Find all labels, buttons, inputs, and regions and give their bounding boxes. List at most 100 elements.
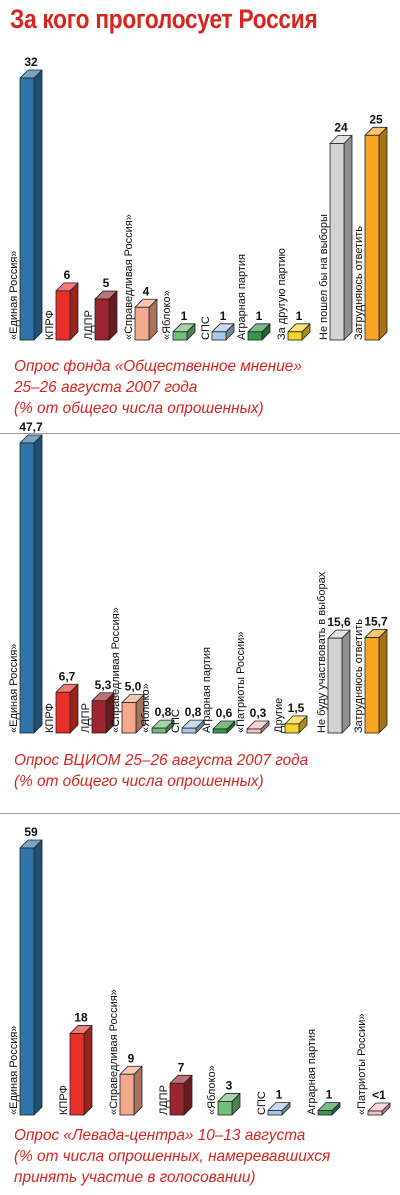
bar-category-label: СПС — [170, 709, 182, 733]
bar-value-label: 4 — [143, 284, 150, 298]
bar-front — [327, 637, 343, 734]
bar-category-label: ЛДПР — [83, 310, 95, 340]
bar — [329, 135, 353, 341]
chart-fom-svg: 32 «Единая Россия» 6 КПРФ 5 ЛДПР 4 «Справедлива… — [8, 55, 388, 341]
caption-line: 25–26 августа 2007 года — [14, 379, 198, 396]
section-divider — [0, 813, 400, 814]
bar-value-label: 1 — [181, 309, 188, 323]
bar-category-label: Аграрная партия — [201, 647, 213, 733]
bar-value-label: 47,7 — [19, 420, 43, 434]
bar-front — [181, 727, 197, 734]
bar — [19, 839, 43, 1116]
bar-category-label: «Справедливая Россия» — [110, 607, 122, 733]
bar-front — [55, 691, 71, 734]
bar-category-label: «Справедливая Россия» — [123, 214, 135, 340]
bar-category-label: СПС — [256, 1091, 268, 1115]
bar-value-label: 1 — [256, 309, 263, 323]
bar — [19, 434, 43, 734]
bar-value-label: 1,5 — [288, 701, 305, 715]
bar-front — [212, 728, 228, 734]
caption-line: Опрос «Левада-центра» 10–13 августа — [14, 1127, 306, 1144]
chart-fom-caption: Опрос фонда «Общественное мнение» 25–26 … — [14, 356, 314, 419]
bar — [246, 720, 270, 734]
bar-front — [284, 723, 300, 734]
bar-value-label: 32 — [24, 55, 38, 69]
bar-category-label: ЛДПР — [80, 703, 92, 733]
bar-category-label: «Единая Россия» — [8, 251, 20, 340]
bar-front — [55, 290, 71, 341]
bar-category-label: «Единая Россия» — [8, 1026, 20, 1115]
bar — [217, 1093, 241, 1116]
bar-value-label: 0,6 — [216, 706, 233, 720]
bar-front — [69, 1033, 85, 1116]
bar — [317, 1102, 341, 1116]
bar-value-label: 0,3 — [250, 706, 267, 720]
bar — [91, 692, 115, 734]
bar-value-label: 1 — [276, 1087, 283, 1101]
bar — [284, 715, 308, 734]
bar-front — [169, 1082, 185, 1116]
bar-category-label: КПРФ — [44, 703, 56, 733]
caption-line: принять участие в голосовании) — [14, 1169, 256, 1186]
bar — [169, 1074, 193, 1116]
bar — [119, 1065, 143, 1116]
chart-vciom: 47,7 «Единая Россия» 6,7 КПРФ 5,3 ЛДПР 5,0 «Спр… — [8, 420, 388, 792]
bar-value-label: 6,7 — [59, 669, 76, 683]
bar — [19, 69, 43, 341]
bar-front — [119, 1073, 135, 1116]
bar — [211, 323, 235, 341]
bar-front — [19, 442, 35, 734]
bar-front — [267, 1110, 283, 1116]
bar-value-label: 5,3 — [95, 678, 112, 692]
caption-line: (% от общего числа опрошенных) — [14, 773, 264, 790]
bar-front — [94, 298, 110, 341]
bar — [287, 323, 311, 341]
bar-category-label: Затрудняюсь ответить — [353, 226, 365, 340]
bar — [172, 323, 196, 341]
bar-front — [134, 306, 150, 341]
bar-value-label: 25 — [369, 112, 383, 126]
bar-value-label: 5,0 — [125, 680, 142, 694]
bar-category-label: За другую партию — [276, 248, 288, 340]
bar — [121, 694, 145, 734]
bar-category-label: Аграрная партия — [236, 254, 248, 340]
chart-levada-caption: Опрос «Левада-центра» 10–13 августа (% о… — [14, 1125, 343, 1188]
bar-front — [91, 700, 107, 734]
bar — [212, 720, 236, 734]
bar-value-label: 0,8 — [185, 705, 202, 719]
bar-front — [246, 728, 262, 734]
bar — [55, 282, 79, 341]
bar-category-label: СПС — [200, 316, 212, 340]
bar-category-label: Затрудняюсь ответить — [353, 619, 365, 733]
bar — [367, 1102, 391, 1116]
bar-front — [19, 77, 35, 341]
bar — [134, 298, 158, 341]
caption-line: (% от числа опрошенных, намеревавшихся — [14, 1148, 331, 1165]
bar-category-label: КПРФ — [58, 1085, 70, 1115]
bar-front — [317, 1110, 333, 1116]
bar-value-label: 59 — [24, 825, 38, 839]
bar — [327, 629, 351, 734]
bar-category-label: Не буду участвовать в выборах — [316, 571, 328, 733]
bar-category-label: «Яблоко» — [161, 290, 173, 340]
bar-category-label: «Патриоты России» — [235, 632, 247, 733]
bar-front — [247, 331, 263, 341]
page-title: За кого проголосует Россия — [10, 4, 318, 34]
bar-front — [217, 1101, 233, 1116]
bar-value-label: <1 — [372, 1088, 386, 1102]
section-divider — [0, 433, 400, 434]
bar-value-label: 24 — [334, 121, 348, 135]
bar-front — [364, 637, 380, 734]
bar — [151, 719, 175, 734]
bar-category-label: «Патриоты России» — [356, 1014, 368, 1115]
bar-category-label: «Яблоко» — [140, 683, 152, 733]
bar-value-label: 15,6 — [327, 615, 351, 629]
bar-value-label: 1 — [326, 1087, 333, 1101]
chart-vciom-caption: Опрос ВЦИОМ 25–26 августа 2007 года (% о… — [14, 750, 320, 792]
bar-value-label: 5 — [103, 276, 110, 290]
bar-side — [83, 1025, 93, 1116]
bar-front — [364, 134, 380, 341]
bar-side — [33, 839, 43, 1116]
bar-front — [172, 331, 188, 341]
